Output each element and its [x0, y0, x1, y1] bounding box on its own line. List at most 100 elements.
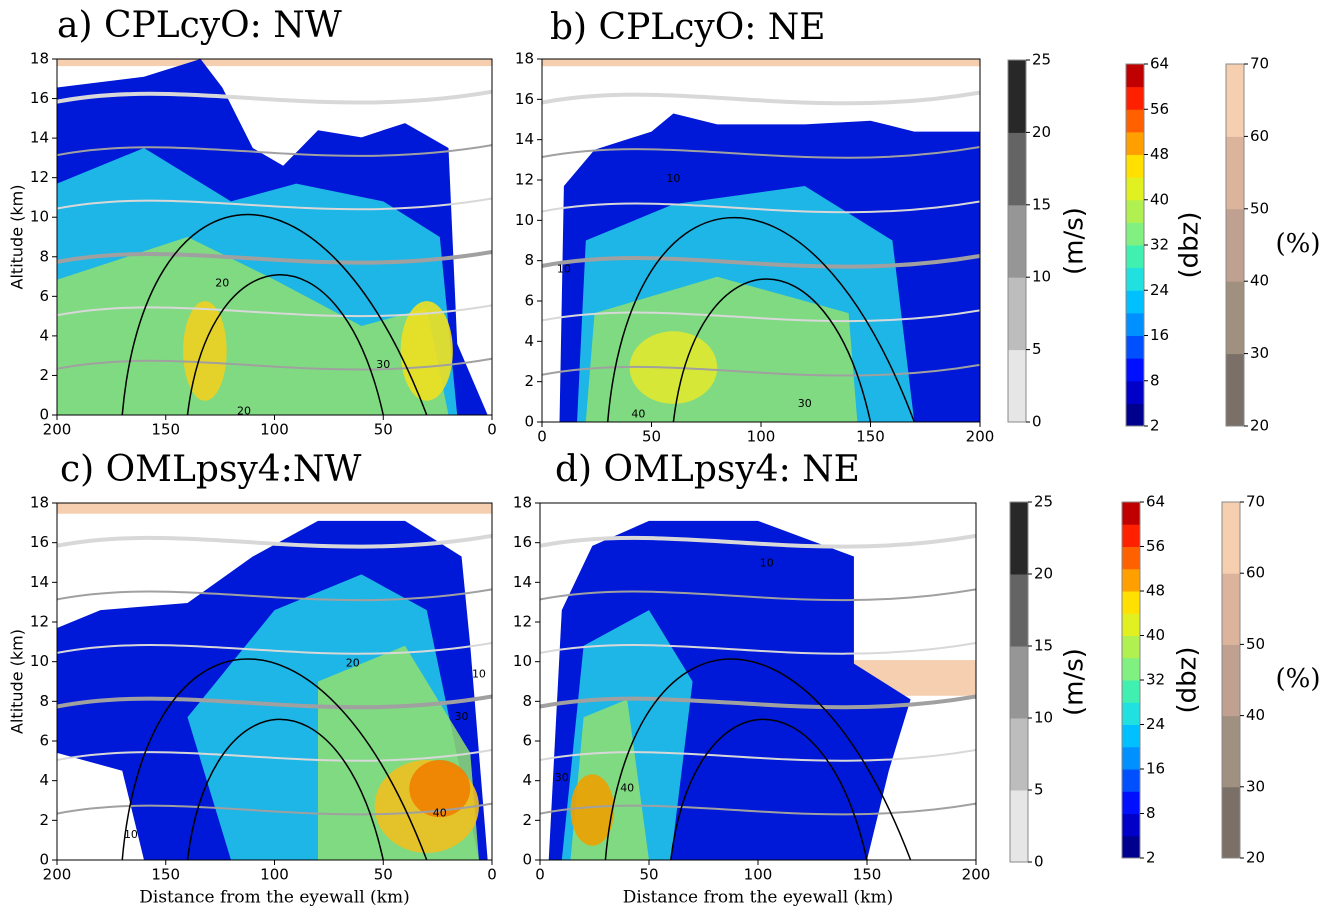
reflectivity-core: [409, 760, 471, 818]
contour-label: 40: [433, 807, 447, 820]
colorbar-tick-label: 48: [1146, 582, 1165, 600]
y-tick-label: 18: [30, 50, 49, 68]
colorbar-bin: [1010, 646, 1028, 719]
y-tick-label: 2: [522, 811, 532, 829]
x-tick-label: 50: [639, 866, 658, 884]
colorbar-bin: [1126, 335, 1144, 359]
colorbar-bin: [1008, 60, 1026, 133]
colorbar-bin: [1122, 724, 1140, 748]
colorbar-bin: [1226, 353, 1244, 427]
y-tick-label: 14: [515, 130, 534, 148]
colorbar-tick-label: 25: [1034, 493, 1053, 511]
y-tick-label: 2: [39, 366, 49, 384]
colorbar-bin: [1122, 502, 1140, 525]
colorbar-bin: [1122, 524, 1140, 547]
colorbar-tick-label: 40: [1146, 626, 1165, 644]
streamline: [540, 802, 976, 816]
y-tick-label: 16: [30, 89, 49, 107]
y-tick-label: 14: [513, 573, 532, 591]
y-tick-label: 8: [39, 247, 49, 265]
colorbar-bin: [1122, 568, 1140, 592]
streamline: [542, 90, 980, 106]
x-tick-label: 0: [487, 421, 497, 439]
y-tick-label: 0: [524, 413, 534, 431]
colorbar-frame: [1225, 63, 1245, 427]
colorbar-tick-label: 40: [1246, 706, 1265, 724]
colorbar-tick-label: 70: [1250, 55, 1269, 73]
colorbar-tick-label: 24: [1150, 281, 1169, 299]
y-axis-label: Altitude (km): [8, 629, 27, 734]
colorbar-bin: [1126, 403, 1144, 427]
field: 20 30 40 10 10: [57, 503, 492, 860]
y-tick-label: 16: [513, 533, 532, 551]
colorbar-bin: [1122, 546, 1140, 570]
panel-title: c) OMLpsy4:NW: [60, 449, 361, 490]
colorbar-bin: [1126, 290, 1144, 314]
contour-label: 30: [376, 358, 390, 371]
colorbar-bin: [1226, 136, 1244, 210]
colorbar-tick-label: 70: [1246, 493, 1265, 511]
colorbar-tick-label: 2: [1146, 849, 1156, 867]
y-tick-label: 6: [524, 292, 534, 310]
x-tick-label: 150: [856, 428, 885, 446]
contour-label: 10: [124, 828, 138, 841]
y-axis-label: Altitude (km): [8, 185, 27, 290]
colorbar-bin: [1122, 635, 1140, 659]
x-tick-label: 200: [43, 421, 72, 439]
colorbar-tick-label: 10: [1032, 268, 1051, 286]
streamline: [57, 588, 492, 602]
colorbar-tick-label: 64: [1150, 55, 1169, 73]
contour-label: 30: [555, 771, 569, 784]
y-tick-label: 8: [522, 692, 532, 710]
x-tick-label: 100: [260, 421, 289, 439]
colorbar-tick-label: 24: [1146, 715, 1165, 733]
colorbar-tick-label: 0: [1032, 413, 1042, 431]
colorbar-tick-label: 64: [1146, 493, 1165, 511]
field: 20 30 20: [57, 59, 492, 415]
colorbar-tick-label: 40: [1250, 272, 1269, 290]
streamline: [540, 588, 976, 602]
colorbar-tick-label: 5: [1032, 340, 1042, 358]
colorbar-bin: [1008, 204, 1026, 278]
x-tick-label: 0: [537, 428, 547, 446]
contour-line: [186, 274, 384, 415]
colorbar-frame: [1221, 501, 1241, 859]
y-tick-label: 18: [515, 50, 534, 68]
colorbar-bin: [1122, 613, 1140, 636]
colorbar-bin: [1126, 177, 1144, 201]
reflectivity-core: [400, 301, 453, 401]
x-tick-label: 100: [747, 428, 776, 446]
humidity-band: [57, 59, 492, 67]
x-axis-label: Distance from the eyewall (km): [623, 888, 894, 908]
x-tick-label: 150: [853, 866, 882, 884]
colorbar-tick-label: 56: [1146, 537, 1165, 555]
y-tick-label: 0: [522, 851, 532, 869]
colorbar-tick-label: 20: [1034, 565, 1053, 583]
colorbar-bin: [1226, 281, 1244, 355]
x-tick-label: 150: [151, 421, 180, 439]
x-tick-label: 50: [642, 428, 661, 446]
streamline: [57, 641, 492, 655]
contour-line: [670, 718, 868, 860]
colorbar-label: (m/s): [1060, 207, 1090, 275]
y-tick-label: 2: [524, 372, 534, 390]
colorbar-bin: [1122, 813, 1140, 837]
colorbar-tick-label: 15: [1034, 637, 1053, 655]
streamline: [57, 802, 492, 816]
colorbar-tick-label: 8: [1150, 371, 1160, 389]
contour-line: [121, 658, 428, 860]
colorbar-tick-label: 50: [1246, 635, 1265, 653]
y-tick-label: 18: [513, 494, 532, 512]
contour-label: 10: [557, 263, 571, 276]
colorbar-bin: [1126, 312, 1144, 336]
colorbar-bin: [1122, 591, 1140, 614]
colorbar-tick-label: 20: [1032, 123, 1051, 141]
colorbar-bin: [1122, 769, 1140, 792]
streamline: [540, 533, 976, 549]
contour-line: [672, 278, 872, 422]
colorbar-bin: [1126, 267, 1144, 291]
field: 10 30 40: [540, 520, 976, 860]
x-tick-label: 150: [151, 866, 180, 884]
contour-label: 30: [455, 710, 469, 723]
